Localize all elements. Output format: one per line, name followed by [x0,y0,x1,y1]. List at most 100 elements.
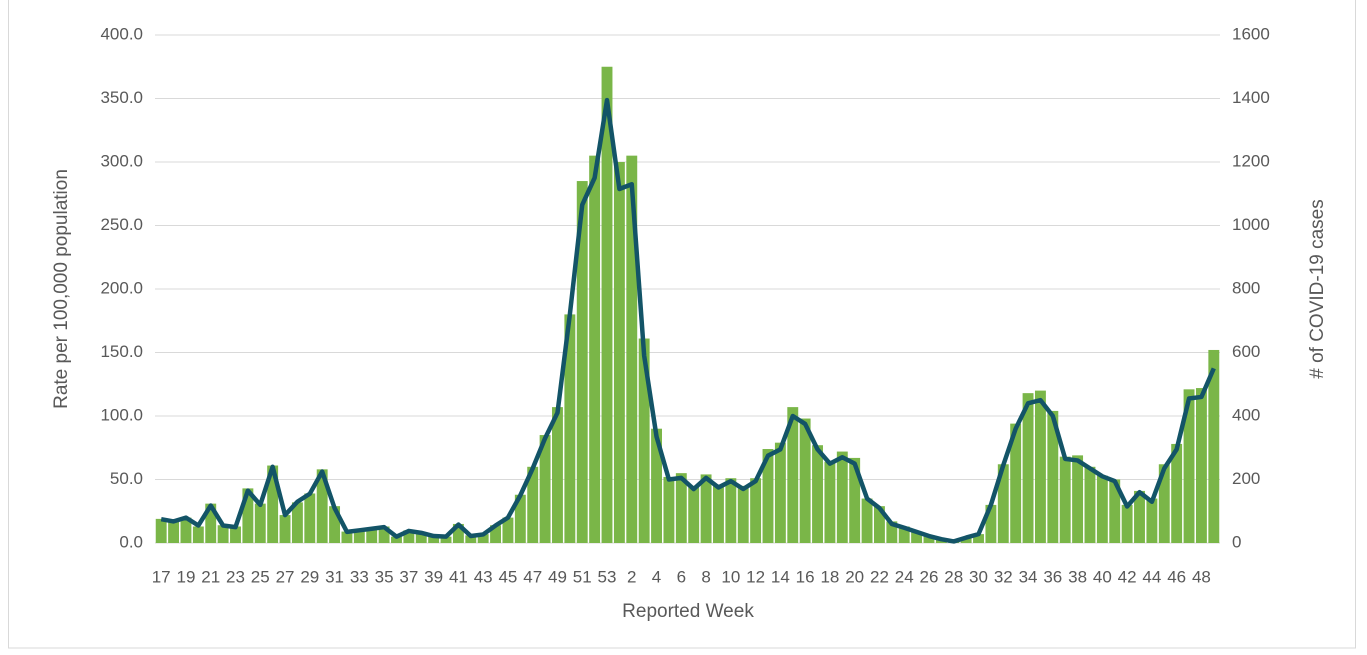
x-tick-label: 22 [870,567,889,586]
bar [366,529,378,543]
bar [403,530,415,543]
bar [1208,349,1220,543]
bar [973,534,984,543]
bar [514,494,526,543]
y2-tick-label: 1400 [1232,88,1270,107]
x-tick-label: 30 [969,567,988,586]
y2-tick-label: 1000 [1232,215,1270,234]
x-tick-label: 6 [677,567,686,586]
bar [552,407,563,543]
bar [378,526,390,543]
bar [1171,443,1183,543]
x-tick-label: 34 [1019,567,1038,586]
chart-border [8,0,1356,649]
x-tick-label: 37 [399,567,418,586]
bar [873,506,885,543]
y2-axis-title: # of COVID-19 cases [1307,199,1328,379]
bar [589,155,601,543]
x-tick-label: 19 [176,567,195,586]
line [160,97,1216,544]
bar [700,474,712,543]
bar [1034,390,1046,543]
bar [613,162,625,543]
bar [341,531,353,543]
bar [477,534,489,543]
x-tick-label: 40 [1093,567,1112,586]
x-tick-label: 16 [796,567,815,586]
x-tick-label: 49 [548,567,567,586]
bar [1072,455,1084,543]
bar [1183,389,1195,543]
bar [824,461,836,543]
bar [911,531,923,543]
bar [452,523,464,543]
bar [1047,410,1059,543]
bar [230,526,241,543]
bar [638,338,650,543]
x-tick-label: 18 [820,567,839,586]
bar [1158,464,1170,543]
bar [168,521,180,543]
x-tick-label: 27 [276,567,295,586]
bar [316,469,328,543]
y2-tick-label: 600 [1232,342,1260,361]
y-tick-label: 250.0 [100,215,143,234]
bar [812,445,823,543]
x-tick-label: 39 [424,567,443,586]
x-tick-label: 33 [350,567,369,586]
bar [1010,423,1022,543]
bar [217,525,229,543]
y2-tick-label: 0 [1232,532,1241,551]
bar [799,418,811,543]
bar [465,535,477,543]
x-tick-label: 45 [498,567,517,586]
x-tick-label: 32 [994,567,1013,586]
y-tick-label: 400.0 [100,24,143,43]
x-tick-label: 28 [944,567,963,586]
bar [1121,504,1133,543]
bar [688,485,700,543]
x-tick-label: 43 [474,567,493,586]
bar [1022,393,1034,543]
bar [329,506,341,543]
x-tick-label: 41 [449,567,468,586]
bar [490,525,502,543]
x-tick-label: 29 [300,567,319,586]
bar [391,536,402,543]
bar [440,536,452,543]
x-tick-label: 53 [598,567,617,586]
y2-tick-label: 1200 [1232,151,1270,170]
bar [1059,456,1071,543]
bar [985,504,997,543]
x-tick-label: 23 [226,567,245,586]
bar [192,526,204,543]
bar [836,451,848,543]
bar [1109,479,1121,543]
bar [787,407,799,543]
bar [675,473,687,543]
y-tick-label: 350.0 [100,88,143,107]
bar [155,518,167,543]
y2-tick-label: 200 [1232,469,1260,488]
x-tick-label: 14 [771,567,790,586]
x-tick-label: 36 [1043,567,1062,586]
bar [242,488,254,543]
bar [1096,475,1108,543]
bar [774,442,786,543]
bar [353,530,365,543]
bar [663,476,675,543]
bar [849,457,861,543]
x-tick-label: 4 [652,567,661,586]
bar [626,155,638,543]
y-tick-label: 200.0 [100,278,143,297]
x-tick-label: 35 [375,567,394,586]
bar [279,515,291,543]
x-tick-label: 42 [1118,567,1137,586]
y-tick-label: 150.0 [100,342,143,361]
y-tick-label: 0.0 [119,532,143,551]
bar [651,428,662,543]
x-tick-label: 21 [201,567,220,586]
bar [428,535,440,543]
bar [997,464,1009,543]
